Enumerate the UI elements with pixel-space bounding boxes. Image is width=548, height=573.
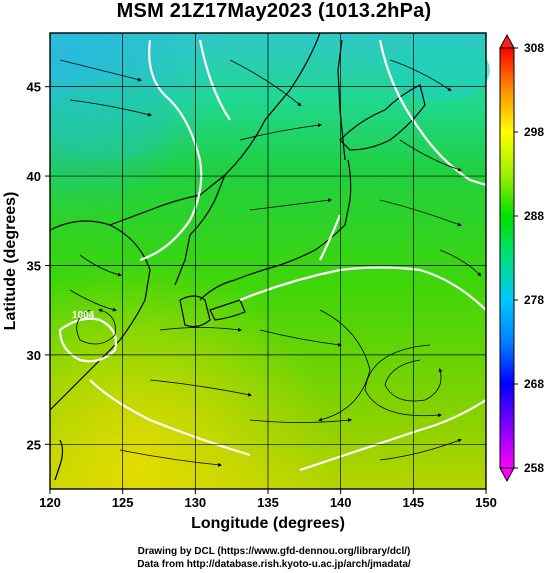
- map-title: MSM 21Z17May2023 (1013.2hPa): [116, 0, 432, 22]
- colorbar-tick-label: 298: [524, 125, 544, 139]
- colorbar-max-arrow: [499, 33, 515, 49]
- y-tick-label: 30: [27, 348, 41, 363]
- x-tick-label: 120: [39, 495, 61, 510]
- colorbar-tick-label: 278: [524, 293, 544, 307]
- colorbar-tick-label: 308: [524, 41, 544, 55]
- colorbar-tick-label: 288: [524, 209, 544, 223]
- lat-lon-grid: [50, 33, 486, 489]
- colorbar: 258 268 278 288 298 308: [499, 33, 544, 483]
- colorbar-min-arrow: [499, 467, 515, 483]
- x-axis-label: Longitude (degrees): [191, 515, 345, 532]
- x-tick-label: 130: [184, 495, 206, 510]
- y-tick-label: 35: [27, 258, 41, 273]
- y-axis-ticks: 25 30 35 40 45: [27, 80, 50, 452]
- colorbar-scale: [499, 47, 515, 469]
- coastlines: [50, 33, 426, 481]
- x-tick-label: 140: [330, 495, 352, 510]
- credit-line-1: Drawing by DCL (https://www.gfd-dennou.o…: [137, 546, 411, 557]
- x-tick-label: 145: [402, 495, 424, 510]
- credit-line-2: Data from http://database.rish.kyoto-u.a…: [137, 559, 411, 570]
- y-tick-label: 45: [27, 80, 41, 95]
- isobars: [58, 39, 486, 472]
- colorbar-tick-label: 268: [524, 377, 544, 391]
- wind-streamlines: [59, 59, 482, 467]
- x-tick-label: 150: [475, 495, 497, 510]
- x-tick-label: 135: [257, 495, 279, 510]
- y-axis-label: Latitude (degrees): [2, 192, 19, 331]
- x-tick-label: 125: [112, 495, 134, 510]
- colorbar-tick-label: 258: [524, 461, 544, 475]
- colorbar-ticks: 258 268 278 288 298 308: [514, 41, 544, 475]
- isobar-label: 1004: [72, 310, 95, 321]
- x-axis-ticks: 120 125 130 135 140 145 150: [39, 489, 497, 510]
- y-tick-label: 25: [27, 437, 41, 452]
- y-tick-label: 40: [27, 169, 41, 184]
